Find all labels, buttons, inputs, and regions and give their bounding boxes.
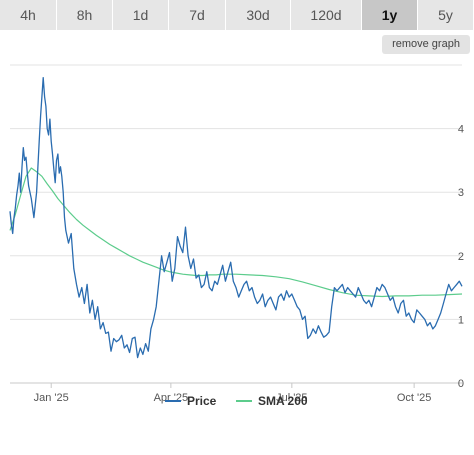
tab-4h[interactable]: 4h: [0, 0, 57, 30]
tab-7d[interactable]: 7d: [169, 0, 226, 30]
legend-sma-label[interactable]: SMA 200: [258, 394, 308, 408]
series: [9, 77, 463, 359]
tab-30d[interactable]: 30d: [226, 0, 291, 30]
x-tick-label: Oct '25: [397, 392, 432, 404]
price-line: [9, 77, 463, 359]
y-tick-label: 4: [458, 124, 464, 136]
tab-1d[interactable]: 1d: [113, 0, 169, 30]
x-axis-ticks: Jan '25 Apr '25 Jul '25 Oct '25: [34, 383, 432, 404]
grid: [10, 64, 462, 384]
x-tick-label: Apr '25: [154, 392, 189, 404]
sma-200-line: [9, 167, 463, 298]
remove-graph-button[interactable]: remove graph: [382, 35, 470, 54]
y-tick-label: 0: [458, 378, 464, 390]
tab-8h[interactable]: 8h: [57, 0, 113, 30]
range-tabs: 4h 8h 1d 7d 30d 120d 1y 5y: [0, 0, 474, 30]
x-tick-label: Jul '25: [276, 392, 307, 404]
y-tick-label: 2: [458, 251, 464, 263]
tab-1y[interactable]: 1y: [362, 0, 418, 30]
y-axis-ticks: 0 1 2 3 4: [458, 124, 464, 390]
tab-120d[interactable]: 120d: [291, 0, 362, 30]
legend: Price SMA 200: [165, 394, 308, 408]
tab-5y[interactable]: 5y: [418, 0, 474, 30]
x-tick-label: Jan '25: [34, 392, 69, 404]
legend-price-label[interactable]: Price: [187, 394, 217, 408]
y-tick-label: 1: [458, 314, 464, 326]
y-tick-label: 3: [458, 187, 464, 199]
